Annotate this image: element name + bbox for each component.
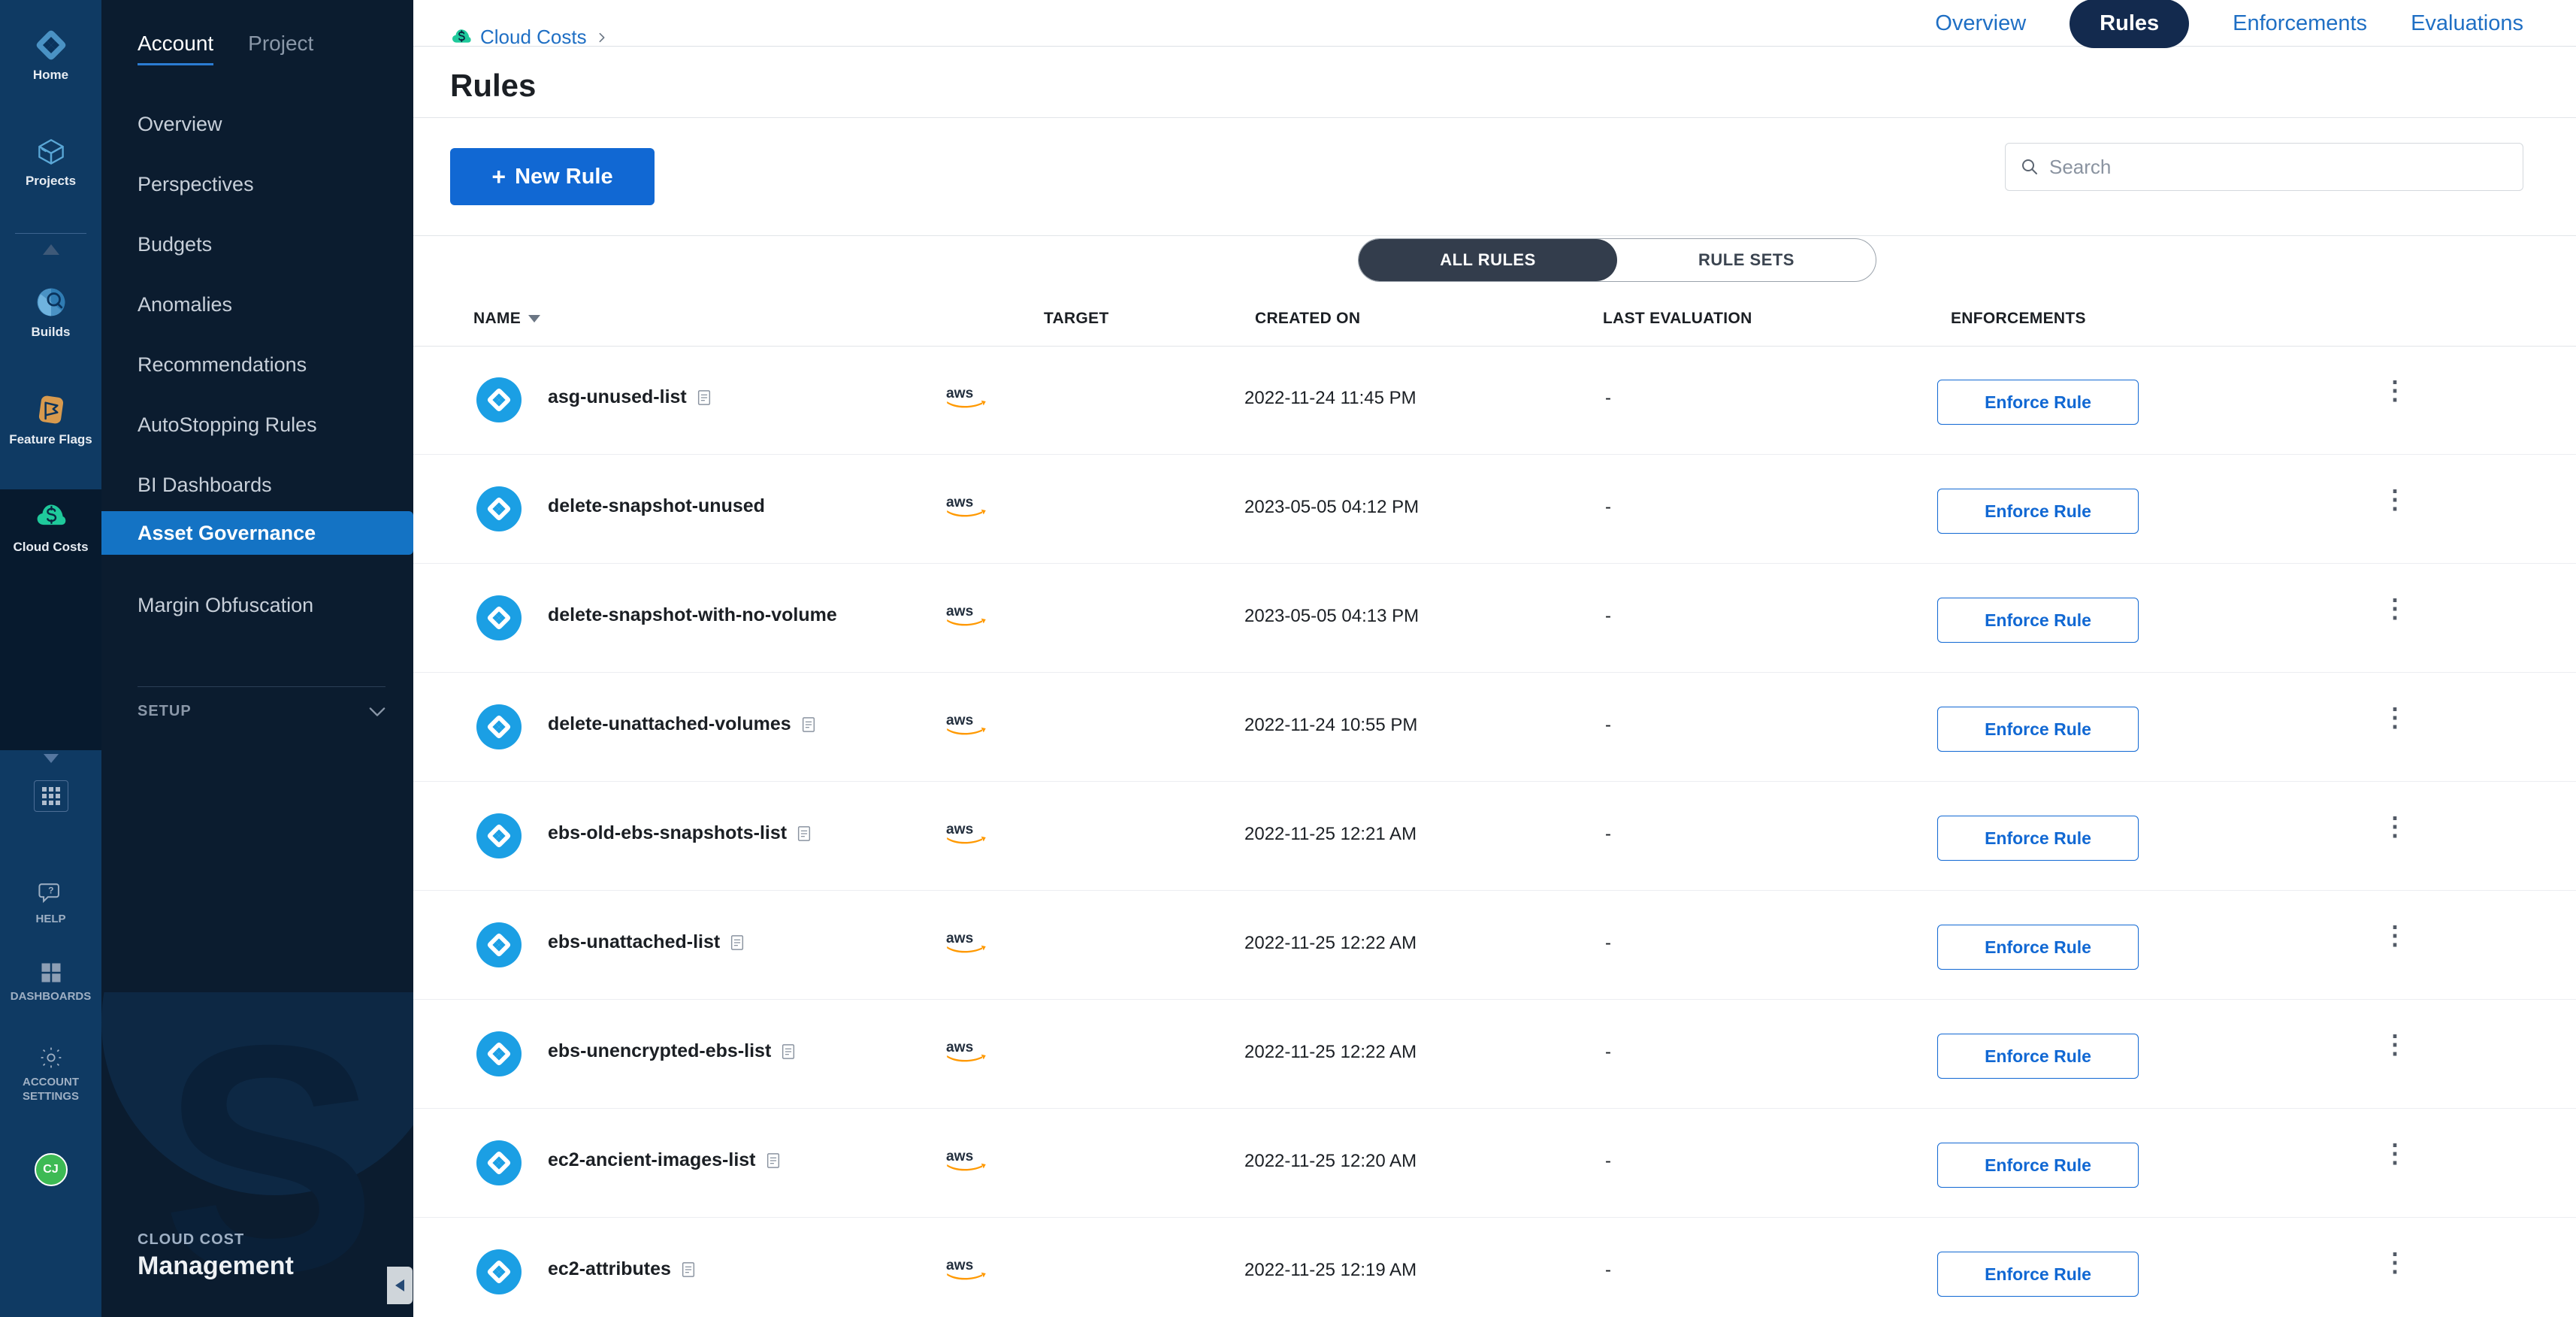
svg-text:?: ? (48, 885, 53, 895)
svg-text:aws: aws (946, 604, 973, 619)
svg-text:aws: aws (946, 1258, 973, 1273)
svg-text:aws: aws (946, 713, 973, 728)
svg-text:aws: aws (946, 1040, 973, 1055)
svg-text:aws: aws (946, 495, 973, 510)
svg-text:aws: aws (946, 386, 973, 401)
svg-text:aws: aws (946, 822, 973, 837)
svg-text:aws: aws (946, 1149, 973, 1164)
svg-text:aws: aws (946, 931, 973, 946)
